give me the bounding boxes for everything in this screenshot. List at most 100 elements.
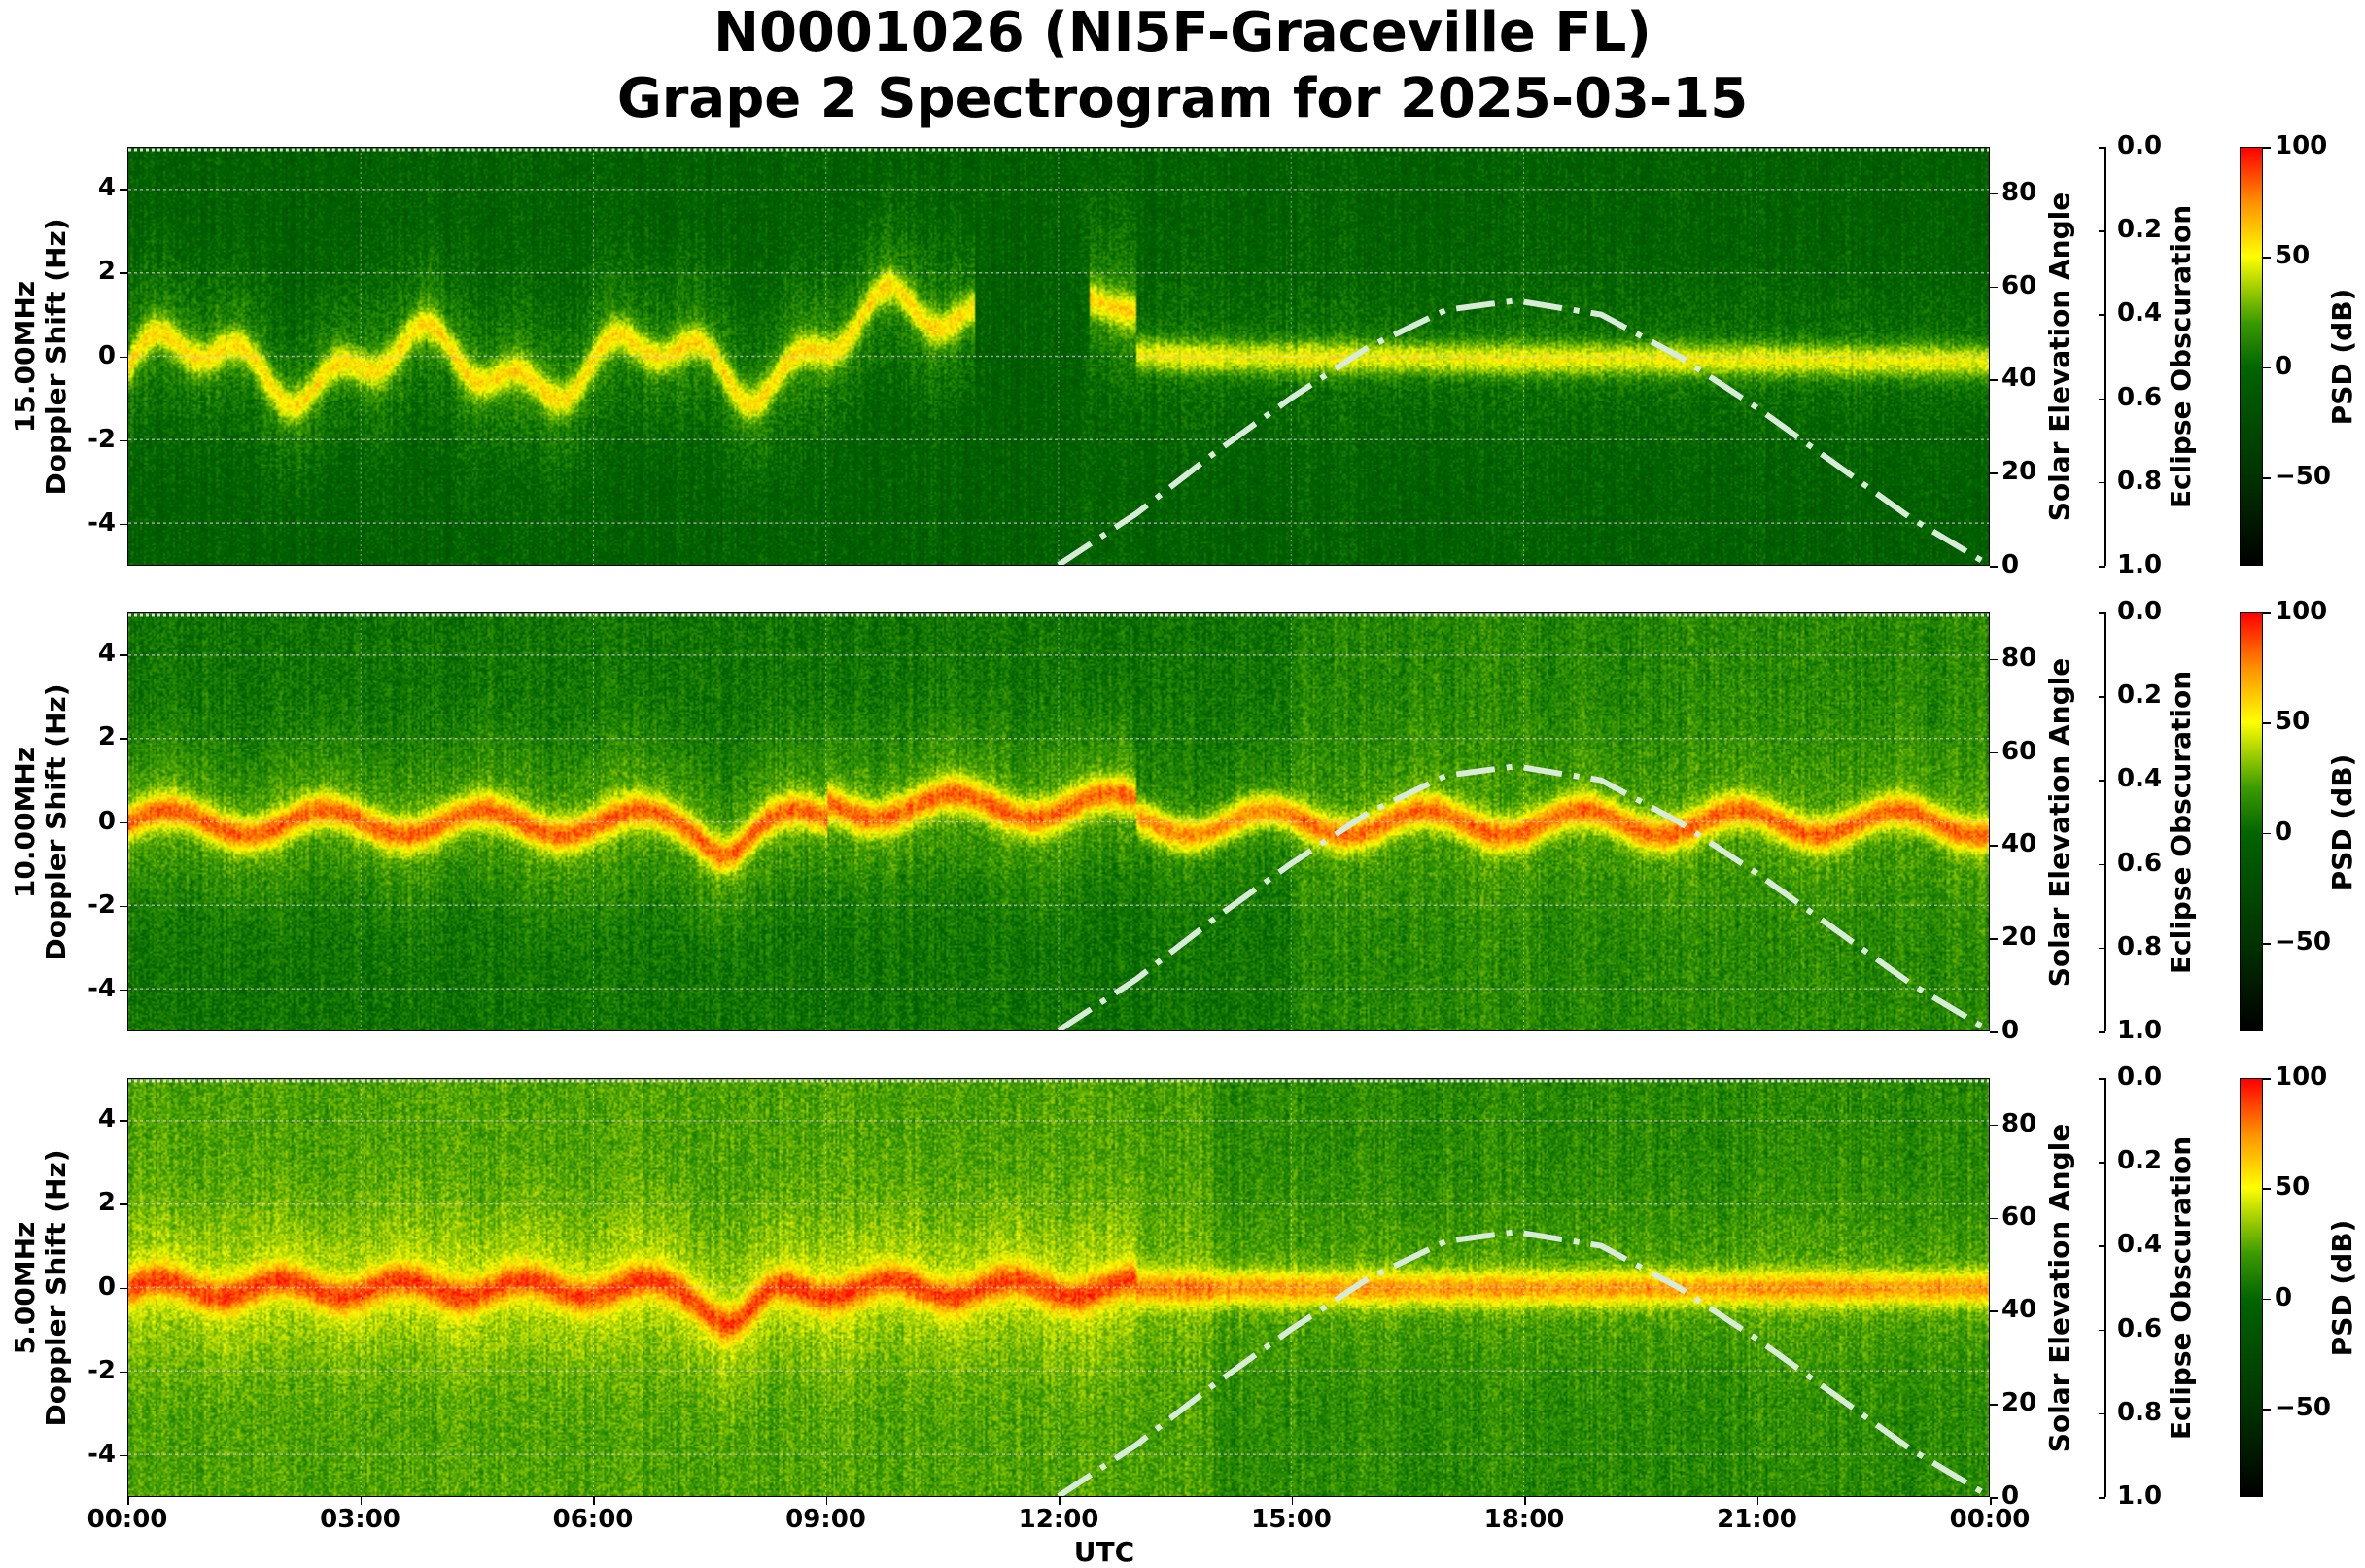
colorbar-tick-mark [2263, 1409, 2271, 1411]
right-tick-label: 80 [2001, 1108, 2037, 1138]
y-tick-label: 4 [97, 173, 116, 203]
x-tick-label: 06:00 [552, 1505, 634, 1534]
colorbar-tick-mark [2263, 943, 2271, 945]
spectrogram-panel-15.00MHz [127, 147, 1990, 566]
y-axis-label-frequency: 10.00MHz [9, 746, 41, 898]
y-tick-mark [120, 1287, 127, 1289]
y-axis-label: Doppler Shift (Hz) [40, 682, 72, 961]
right-tick-label: 60 [2001, 736, 2037, 766]
right-tick-mark [1990, 286, 1998, 289]
right-tick-mark [1990, 1031, 1998, 1033]
y-tick-label: 4 [97, 639, 116, 669]
x-tick-label: 00:00 [87, 1505, 168, 1534]
solar-elevation-line [1057, 763, 1989, 1030]
eclipse-tick-label: 0.6 [2117, 848, 2163, 878]
right-tick-mark [1990, 1124, 1998, 1127]
colorbar-label: PSD (dB) [2326, 1219, 2358, 1356]
overlay [128, 148, 1989, 565]
eclipse-tick-mark [2099, 1078, 2105, 1080]
y-tick-label: -4 [87, 973, 116, 1003]
eclipse-tick-label: 0.2 [2117, 680, 2163, 711]
right-tick-label: 40 [2001, 1295, 2037, 1325]
y-tick-mark [120, 905, 127, 908]
eclipse-axis-line [2104, 147, 2106, 566]
y-tick-mark [120, 1203, 127, 1205]
y-tick-mark [120, 738, 127, 740]
eclipse-tick-mark [2099, 147, 2105, 149]
solar-elevation-line [1057, 297, 1989, 565]
eclipse-tick-label: 0.4 [2117, 1230, 2163, 1260]
eclipse-tick-label: 0.8 [2117, 1397, 2163, 1427]
x-tick-mark [1990, 1497, 1992, 1505]
y-tick-mark [120, 989, 127, 992]
colorbar-tick-label: 50 [2275, 241, 2311, 271]
y-tick-label: 0 [97, 340, 116, 370]
right-tick-mark [1990, 845, 1998, 847]
right-tick-label: 80 [2001, 177, 2037, 207]
eclipse-axis-label: Eclipse Obscuration [2165, 1135, 2197, 1440]
right-tick-label: 0 [2001, 1481, 2020, 1511]
overlay [128, 1079, 1989, 1496]
y-tick-mark [120, 189, 127, 191]
eclipse-tick-label: 0.8 [2117, 931, 2163, 961]
eclipse-tick-label: 0.0 [2117, 1063, 2163, 1092]
colorbar-tick-mark [2263, 1188, 2271, 1190]
y-tick-mark [120, 654, 127, 656]
eclipse-tick-label: 0.6 [2117, 382, 2163, 412]
spectrogram-panel-10.00MHz [127, 612, 1990, 1031]
x-tick-mark [127, 1497, 129, 1505]
colorbar-tick-mark [2263, 257, 2271, 259]
y-tick-label: -4 [87, 1439, 116, 1469]
right-tick-mark [1990, 1217, 1998, 1220]
right-tick-label: 20 [2001, 1388, 2037, 1418]
right-tick-label: 80 [2001, 643, 2037, 673]
eclipse-tick-mark [2099, 230, 2105, 232]
y-tick-mark [120, 1120, 127, 1122]
eclipse-tick-label: 0.0 [2117, 131, 2163, 160]
colorbar-tick-mark [2263, 722, 2271, 724]
right-tick-mark [1990, 1497, 1998, 1499]
eclipse-tick-mark [2099, 1329, 2105, 1332]
x-tick-mark [1059, 1497, 1061, 1505]
eclipse-tick-mark [2099, 780, 2105, 782]
eclipse-tick-mark [2099, 612, 2105, 614]
right-tick-label: 40 [2001, 829, 2037, 859]
x-tick-mark [1524, 1497, 1526, 1505]
right-tick-mark [1990, 751, 1998, 754]
y-tick-mark [120, 821, 127, 823]
right-tick-label: 0 [2001, 1016, 2020, 1045]
right-tick-label: 0 [2001, 550, 2020, 579]
colorbar-tick-label: 0 [2275, 351, 2293, 381]
right-tick-mark [1990, 379, 1998, 381]
y-tick-mark [120, 1454, 127, 1457]
eclipse-tick-label: 0.4 [2117, 764, 2163, 794]
right-tick-label: 20 [2001, 457, 2037, 487]
x-tick-label: 09:00 [785, 1505, 866, 1534]
y-tick-mark [120, 1371, 127, 1374]
y-tick-label: -2 [87, 424, 116, 454]
colorbar-tick-label: 0 [2275, 1282, 2293, 1312]
y-tick-mark [120, 356, 127, 358]
eclipse-tick-label: 1.0 [2117, 550, 2163, 579]
eclipse-tick-mark [2099, 1162, 2105, 1164]
eclipse-tick-mark [2099, 566, 2105, 568]
colorbar-tick-label: −50 [2275, 1393, 2331, 1423]
eclipse-tick-mark [2099, 481, 2105, 484]
right-tick-mark [1990, 472, 1998, 474]
right-axis-label: Solar Elevation Angle [2043, 1123, 2075, 1452]
colorbar-tick-mark [2263, 366, 2271, 369]
right-axis-label: Solar Elevation Angle [2043, 657, 2075, 987]
eclipse-tick-mark [2099, 1245, 2105, 1247]
x-tick-mark [1291, 1497, 1293, 1505]
x-tick-label: 18:00 [1483, 1505, 1565, 1534]
solar-elevation-line [1057, 1229, 1989, 1496]
colorbar [2240, 147, 2263, 566]
eclipse-tick-label: 0.2 [2117, 215, 2163, 245]
eclipse-tick-label: 0.0 [2117, 597, 2163, 626]
right-tick-mark [1990, 1310, 1998, 1312]
y-tick-label: 2 [97, 257, 116, 287]
x-tick-label: 00:00 [1949, 1505, 2031, 1534]
y-tick-label: -2 [87, 1355, 116, 1385]
colorbar-label: PSD (dB) [2326, 288, 2358, 425]
eclipse-tick-mark [2099, 863, 2105, 866]
